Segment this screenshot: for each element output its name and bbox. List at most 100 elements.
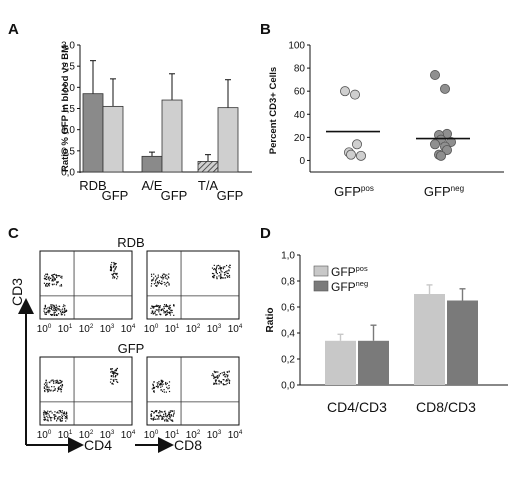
event-dot bbox=[158, 416, 160, 418]
event-dot bbox=[47, 311, 49, 313]
event-dot bbox=[53, 308, 55, 310]
event-dot bbox=[116, 374, 118, 376]
event-dot bbox=[111, 382, 114, 384]
event-dot bbox=[65, 310, 67, 312]
event-dot bbox=[61, 415, 64, 418]
event-dot bbox=[58, 386, 60, 388]
event-dot bbox=[218, 380, 220, 382]
event-dot bbox=[155, 314, 157, 316]
event-dot bbox=[55, 274, 57, 276]
data-point bbox=[349, 89, 360, 100]
event-dot bbox=[43, 310, 45, 312]
event-dot bbox=[54, 380, 56, 382]
event-dot bbox=[168, 412, 170, 414]
event-dot bbox=[217, 371, 219, 373]
event-dot bbox=[55, 313, 57, 316]
event-dot bbox=[168, 387, 170, 389]
event-dot bbox=[158, 280, 161, 282]
event-dot bbox=[57, 387, 60, 389]
event-dot bbox=[156, 309, 158, 311]
event-dot bbox=[114, 273, 117, 275]
event-dot bbox=[168, 308, 171, 310]
event-dot bbox=[219, 277, 222, 279]
event-dot bbox=[43, 386, 45, 388]
event-dot bbox=[160, 276, 162, 278]
event-dot bbox=[165, 415, 167, 417]
event-dot bbox=[47, 278, 49, 280]
event-dot bbox=[60, 283, 62, 286]
event-dot bbox=[47, 417, 49, 419]
x-tick-label: 103 bbox=[100, 323, 115, 335]
event-dot bbox=[168, 312, 170, 314]
event-dot bbox=[54, 279, 56, 281]
event-dot bbox=[64, 305, 66, 307]
event-dot bbox=[150, 312, 152, 314]
event-dot bbox=[51, 386, 53, 388]
event-dot bbox=[211, 267, 214, 269]
data-point bbox=[439, 83, 450, 94]
x-tick-label: 101 bbox=[58, 429, 73, 441]
event-dot bbox=[157, 384, 159, 386]
event-dot bbox=[61, 410, 63, 412]
event-dot bbox=[224, 271, 227, 273]
event-dot bbox=[47, 309, 49, 311]
event-dot bbox=[156, 284, 158, 286]
event-dot bbox=[223, 371, 225, 373]
event-dot bbox=[223, 274, 226, 276]
event-dot bbox=[43, 307, 46, 310]
event-dot bbox=[43, 415, 45, 417]
event-dot bbox=[153, 391, 155, 393]
event-dot bbox=[155, 279, 157, 281]
event-dot bbox=[48, 284, 50, 286]
event-dot bbox=[213, 383, 215, 385]
event-dot bbox=[218, 379, 220, 382]
event-dot bbox=[166, 382, 168, 384]
event-dot bbox=[43, 416, 45, 419]
event-dot bbox=[109, 269, 112, 271]
event-dot bbox=[222, 379, 224, 381]
event-dot bbox=[228, 270, 230, 272]
event-dot bbox=[44, 278, 46, 280]
event-dot bbox=[153, 277, 155, 279]
event-dot bbox=[60, 388, 63, 390]
event-dot bbox=[153, 283, 156, 285]
event-dot bbox=[50, 389, 52, 391]
legend-swatch bbox=[313, 265, 329, 277]
event-dot bbox=[53, 386, 55, 388]
event-dot bbox=[110, 371, 112, 373]
x-tick-label: 100 bbox=[37, 429, 52, 441]
event-dot bbox=[48, 276, 50, 278]
event-dot bbox=[223, 379, 225, 381]
event-dot bbox=[163, 416, 165, 418]
x-tick-label: 101 bbox=[165, 323, 180, 335]
event-dot bbox=[162, 380, 164, 382]
event-dot bbox=[150, 273, 153, 275]
event-dot bbox=[227, 275, 229, 277]
event-dot bbox=[60, 285, 63, 287]
event-dot bbox=[154, 418, 156, 420]
event-dot bbox=[111, 368, 114, 370]
event-dot bbox=[220, 267, 223, 269]
event-dot bbox=[62, 310, 64, 312]
event-dot bbox=[215, 376, 217, 379]
event-dot bbox=[221, 271, 223, 273]
event-dot bbox=[213, 383, 215, 385]
event-dot bbox=[47, 391, 49, 393]
event-dot bbox=[165, 304, 167, 306]
event-dot bbox=[44, 313, 46, 315]
event-dot bbox=[54, 307, 56, 309]
x-tick-label: 102 bbox=[186, 323, 201, 335]
event-dot bbox=[163, 304, 166, 306]
event-dot bbox=[153, 387, 155, 390]
event-dot bbox=[161, 410, 163, 413]
event-dot bbox=[63, 314, 66, 316]
event-dot bbox=[48, 386, 50, 388]
event-dot bbox=[224, 373, 226, 375]
event-dot bbox=[52, 390, 54, 392]
event-dot bbox=[156, 305, 158, 307]
event-dot bbox=[55, 304, 57, 306]
event-dot bbox=[154, 280, 157, 282]
event-dot bbox=[169, 411, 171, 414]
